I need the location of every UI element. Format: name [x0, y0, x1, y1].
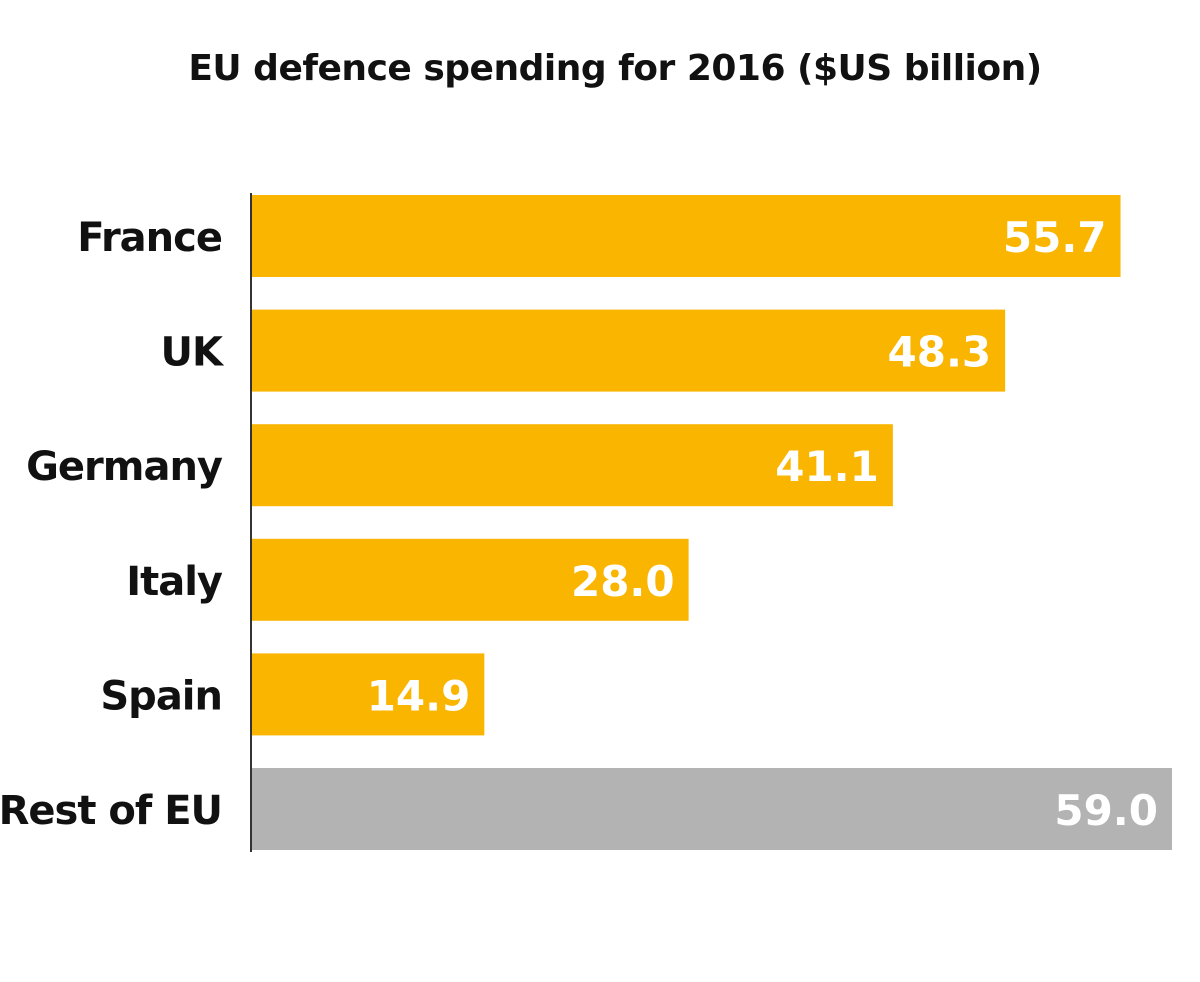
bars-layer: France 55.7 UK 48.3 Germany 41.1 Italy 28.0 Spai…: [0, 195, 1172, 850]
category-label-germany: Germany: [26, 444, 223, 490]
bar-italy: [252, 538, 689, 621]
bar-rest-of-eu: [252, 768, 1172, 850]
category-label-uk: UK: [161, 330, 225, 376]
category-label-rest-of-eu: Rest of EU: [0, 788, 222, 834]
bar-uk: [252, 309, 1006, 392]
chart-title: EU defence spending for 2016 ($US billio…: [188, 48, 1042, 89]
value-label-rest-of-eu: 59.0: [1054, 786, 1158, 835]
bar-germany: [252, 424, 893, 507]
value-label-france: 55.7: [1003, 213, 1107, 262]
category-label-spain: Spain: [100, 673, 222, 719]
category-label-france: France: [77, 215, 222, 261]
value-label-italy: 28.0: [571, 557, 675, 606]
category-label-italy: Italy: [126, 559, 223, 605]
value-label-uk: 48.3: [888, 328, 992, 377]
value-label-spain: 14.9: [367, 671, 471, 720]
bar-france: [252, 195, 1121, 277]
bar-spain: [252, 653, 485, 736]
value-label-germany: 41.1: [775, 442, 879, 491]
